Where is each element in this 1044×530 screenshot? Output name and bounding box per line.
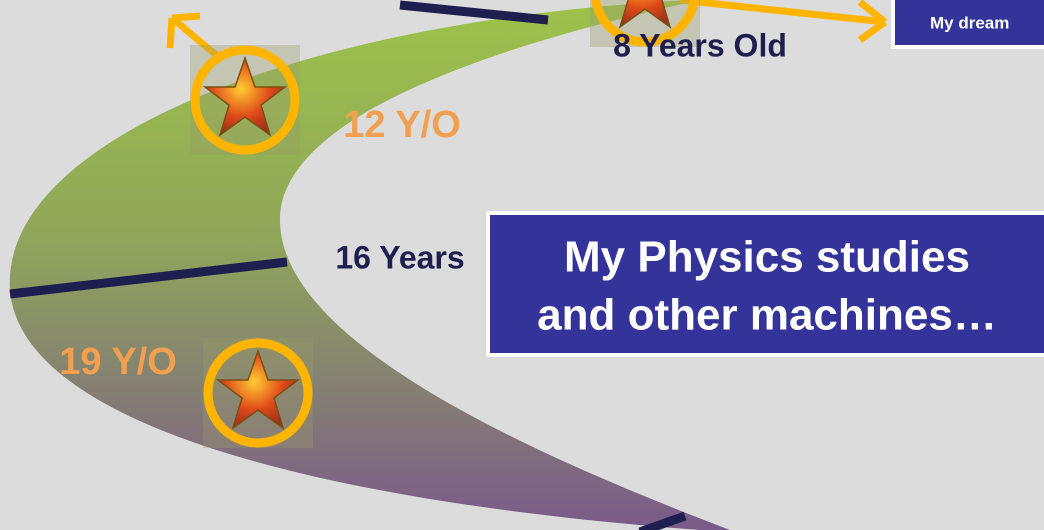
dream-box <box>891 0 1044 49</box>
arrows <box>166 0 888 63</box>
age-label: 16 Years <box>335 239 464 275</box>
milestone-lines <box>9 0 687 530</box>
star-badge <box>190 45 300 155</box>
age-label: 19 Y/O <box>59 341 177 383</box>
timeline-band <box>9 0 730 530</box>
physics-text: and other machines… <box>537 291 997 340</box>
star-badge <box>203 338 313 448</box>
age-label: 8 Years Old <box>613 27 787 63</box>
physics-box <box>486 211 1044 357</box>
age-label: 12 Y/O <box>343 104 461 146</box>
dream-text: My dream <box>930 13 1009 32</box>
physics-text: My Physics studies <box>564 233 970 282</box>
